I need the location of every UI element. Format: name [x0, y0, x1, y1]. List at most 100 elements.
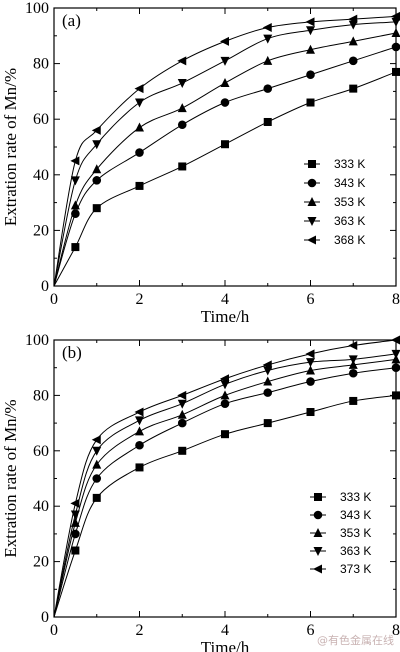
legend-label: 368 K — [334, 233, 365, 247]
data-point — [306, 365, 315, 375]
watermark: @有色金属在线 — [317, 634, 394, 647]
series-line — [53, 15, 397, 287]
legend-label: 353 K — [340, 526, 371, 540]
legend-label: 363 K — [334, 214, 365, 228]
data-point — [306, 358, 315, 368]
y-tick-label: 40 — [33, 498, 49, 515]
data-point — [220, 399, 230, 409]
data-point — [263, 117, 272, 126]
data-point — [135, 440, 144, 450]
data-point — [348, 341, 358, 351]
x-tick-label: 6 — [307, 291, 315, 308]
data-point — [70, 156, 80, 166]
x-tick-label: 8 — [392, 291, 400, 308]
series-line — [53, 394, 397, 618]
data-point — [305, 17, 315, 27]
x-tick-label: 8 — [392, 622, 400, 639]
data-point — [135, 148, 144, 157]
data-point — [348, 20, 358, 30]
data-point — [177, 399, 187, 409]
data-point — [262, 360, 272, 370]
legend-label: 363 K — [340, 544, 371, 558]
x-tick-label: 4 — [221, 291, 229, 308]
data-point — [262, 22, 272, 32]
data-point — [220, 78, 230, 88]
data-point — [348, 14, 358, 24]
data-point — [135, 463, 144, 472]
data-point — [306, 44, 315, 54]
data-point — [348, 56, 358, 66]
legend-label: 343 K — [340, 508, 371, 522]
data-point — [134, 84, 144, 94]
data-point — [263, 419, 272, 428]
data-point — [135, 98, 144, 108]
y-tick-label: 80 — [33, 56, 49, 73]
data-point — [306, 98, 315, 107]
data-point — [305, 349, 315, 359]
y-tick-label: 80 — [33, 387, 49, 404]
legend-marker — [313, 564, 322, 574]
x-tick-label: 2 — [136, 291, 144, 308]
x-tick-label: 4 — [221, 622, 229, 639]
y-axis-title: Extration rate of Mn/% — [1, 68, 20, 226]
x-axis-title: Time/h — [201, 638, 250, 652]
data-point — [134, 407, 144, 417]
y-tick-label: 100 — [25, 332, 49, 349]
x-tick-label: 0 — [50, 291, 58, 308]
data-point — [221, 430, 229, 439]
x-tick-label: 0 — [50, 622, 58, 639]
data-point — [92, 176, 102, 185]
data-point — [348, 355, 358, 365]
data-point — [348, 368, 358, 378]
legend-label: 353 K — [334, 195, 365, 209]
data-point — [391, 28, 400, 38]
series-line — [53, 367, 397, 618]
data-point — [263, 388, 273, 397]
legend-marker — [308, 160, 316, 168]
data-point — [391, 363, 400, 372]
data-point — [391, 349, 400, 359]
data-point — [92, 474, 102, 483]
series-line — [53, 21, 397, 287]
data-point — [135, 122, 144, 132]
data-point — [71, 546, 80, 555]
legend-label: 373 K — [340, 562, 371, 576]
data-point — [92, 493, 101, 502]
data-point — [177, 56, 187, 66]
legend-marker — [307, 235, 316, 245]
y-tick-label: 100 — [25, 0, 49, 17]
data-point — [263, 34, 273, 44]
data-point — [178, 446, 187, 455]
data-point — [349, 84, 358, 93]
data-point — [92, 204, 101, 213]
data-point — [348, 36, 358, 46]
data-point — [70, 176, 80, 186]
data-point — [306, 408, 315, 417]
legend-marker — [307, 217, 317, 226]
legend-marker — [313, 528, 323, 537]
data-point — [177, 418, 187, 428]
series-line — [53, 32, 397, 287]
data-point — [391, 11, 400, 21]
data-point — [392, 391, 400, 400]
data-point — [135, 426, 144, 436]
x-axis-title: Time/h — [201, 307, 250, 326]
data-point — [220, 56, 230, 66]
data-point — [220, 380, 230, 390]
data-point — [391, 335, 400, 345]
data-point — [91, 435, 101, 445]
series-line — [53, 358, 397, 618]
legend-marker — [307, 197, 317, 206]
y-tick-label: 0 — [41, 609, 49, 626]
y-tick-label: 60 — [33, 111, 49, 128]
data-point — [391, 17, 400, 27]
panel-label: (a) — [62, 11, 81, 30]
legend-marker — [314, 493, 322, 501]
data-point — [177, 79, 187, 89]
data-point — [135, 181, 144, 190]
y-axis-title: Extration rate of Mn/% — [1, 399, 20, 557]
data-point — [263, 55, 273, 65]
